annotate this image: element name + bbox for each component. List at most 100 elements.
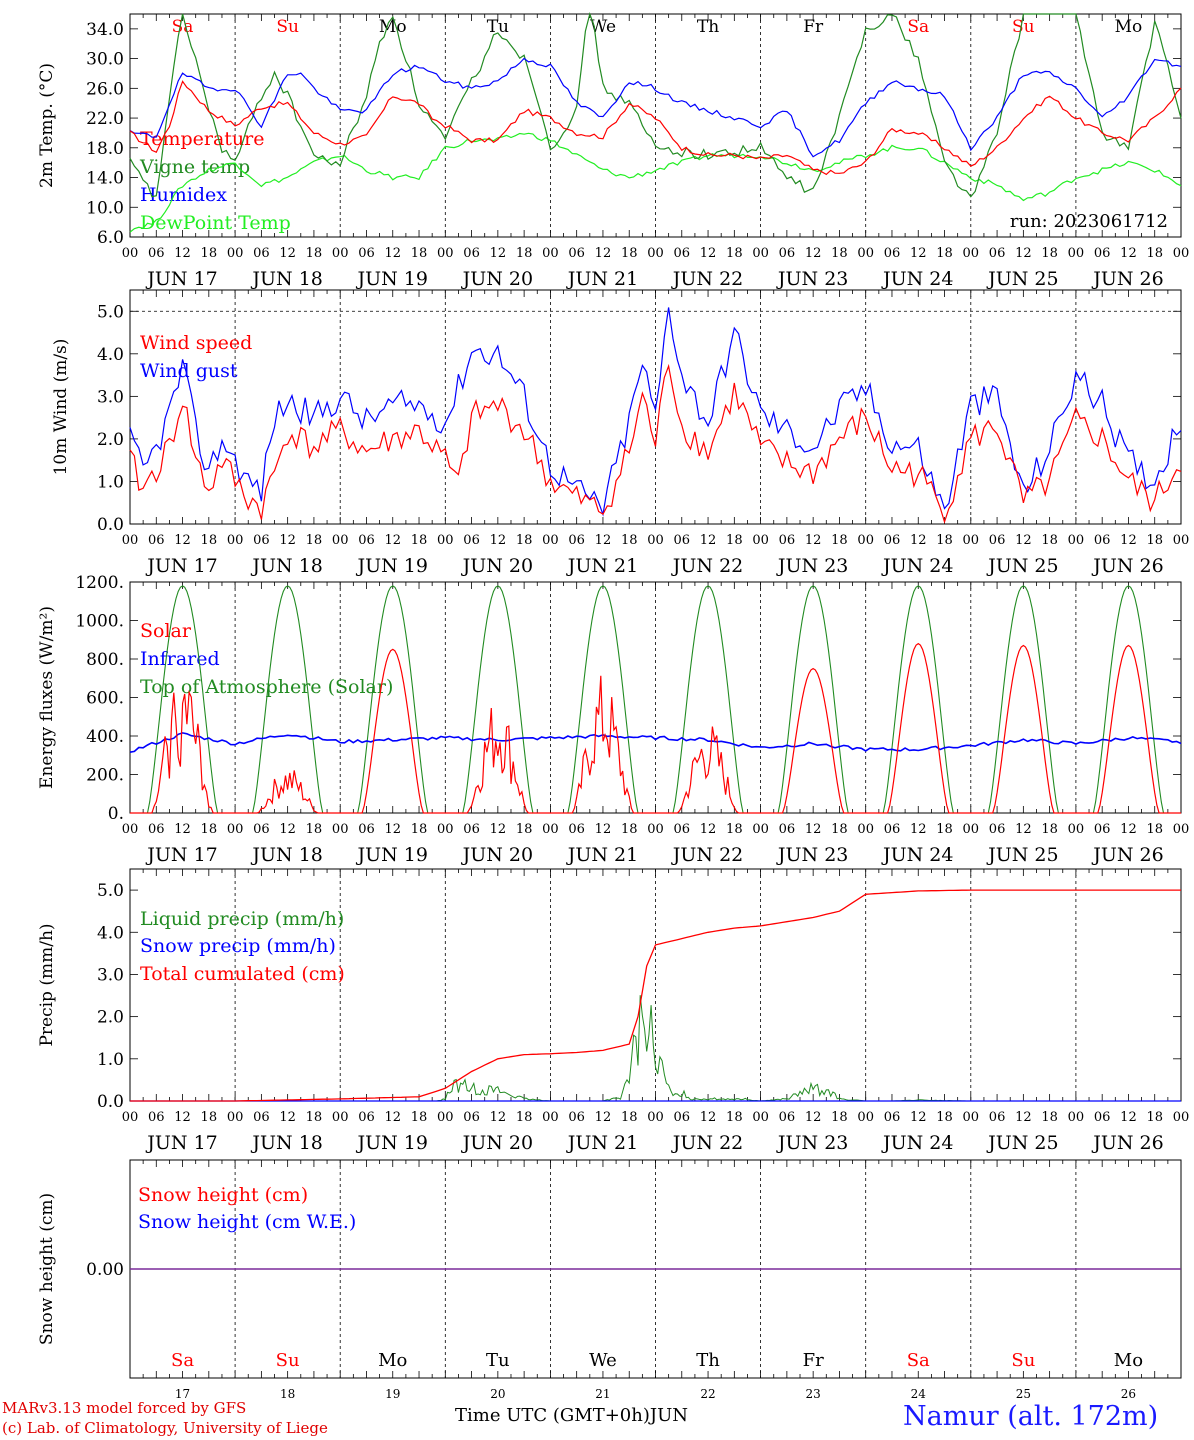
series-temperature [129, 80, 1182, 176]
legend-liquid-precip-mm-h-: Liquid precip (mm/h) [140, 908, 344, 930]
y-tick-label: 400. [86, 727, 124, 747]
y-tick-label: 0.0 [97, 1092, 124, 1112]
hour-label: 06 [148, 1110, 165, 1125]
hour-label: 00 [437, 533, 454, 548]
legend-dewpoint-temp: DewPoint Temp [140, 212, 291, 234]
weekday-label: Su [276, 17, 299, 37]
hour-label: 18 [306, 246, 323, 261]
weekday-label: Su [276, 1350, 300, 1371]
hour-label: 12 [490, 1110, 507, 1125]
hour-label: 00 [227, 1110, 244, 1125]
hour-label: 18 [726, 822, 743, 837]
hour-label: 18 [306, 1110, 323, 1125]
hour-label: 00 [332, 246, 349, 261]
hour-label: 00 [647, 822, 664, 837]
weekday-label: Fr [803, 17, 824, 37]
series-humidex [129, 57, 1182, 158]
y-tick-label: 14.0 [86, 169, 124, 189]
hour-label: 18 [411, 246, 428, 261]
station-name: Namur (alt. 172m) [903, 1401, 1159, 1432]
hour-label: 12 [1120, 1110, 1137, 1125]
legend-total-cumulated-cm-: Total cumulated (cm) [140, 963, 345, 985]
y-tick-label: 3.0 [97, 965, 124, 985]
hour-label: 00 [1173, 1110, 1190, 1125]
hour-label: 12 [910, 246, 927, 261]
day-number-label: 25 [1016, 1387, 1031, 1401]
hour-label: 18 [1146, 1110, 1163, 1125]
hour-label: 00 [647, 1110, 664, 1125]
hour-label: 18 [1146, 246, 1163, 261]
hour-label: 18 [201, 533, 218, 548]
hour-label: 18 [516, 533, 533, 548]
hour-label: 06 [358, 1110, 375, 1125]
day-number-label: 18 [280, 1387, 295, 1401]
hour-label: 18 [831, 822, 848, 837]
weekday-label: Mo [378, 1350, 407, 1371]
y-axis-label: 2m Temp. (°C) [37, 63, 57, 188]
hour-label: 12 [595, 533, 612, 548]
hour-label: 06 [674, 533, 691, 548]
day-number-label: 22 [700, 1387, 715, 1401]
hour-label: 18 [726, 246, 743, 261]
date-label: JUN 17 [145, 555, 217, 577]
hour-label: 18 [831, 1110, 848, 1125]
hour-label: 00 [647, 246, 664, 261]
hour-label: 06 [989, 822, 1006, 837]
hour-label: 06 [884, 1110, 901, 1125]
y-tick-label: 5.0 [97, 302, 124, 322]
hour-label: 12 [174, 246, 191, 261]
date-label: JUN 23 [776, 268, 848, 290]
hour-label: 06 [989, 1110, 1006, 1125]
hour-label: 18 [201, 1110, 218, 1125]
hour-label: 12 [384, 246, 401, 261]
footer-x-axis-label: Time UTC (GMT+0h)JUN [455, 1405, 688, 1426]
hour-label: 00 [122, 246, 139, 261]
hour-label: 00 [752, 533, 769, 548]
date-label: JUN 25 [986, 844, 1058, 866]
day-number-label: 21 [595, 1387, 610, 1401]
date-label: JUN 20 [461, 844, 533, 866]
hour-label: 06 [1094, 1110, 1111, 1125]
weekday-label: Sa [907, 1350, 930, 1371]
date-label: JUN 26 [1091, 844, 1163, 866]
hour-label: 00 [227, 533, 244, 548]
hour-label: 00 [857, 246, 874, 261]
y-tick-label: 10.0 [86, 198, 124, 218]
date-label: JUN 17 [145, 1132, 217, 1154]
date-label: JUN 20 [461, 555, 533, 577]
hour-label: 00 [332, 1110, 349, 1125]
hour-label: 18 [1146, 822, 1163, 837]
hour-label: 18 [306, 533, 323, 548]
hour-label: 00 [963, 533, 980, 548]
date-label: JUN 21 [566, 844, 638, 866]
hour-label: 00 [857, 822, 874, 837]
hour-label: 06 [358, 822, 375, 837]
date-label: JUN 19 [356, 844, 428, 866]
date-label: JUN 24 [881, 555, 953, 577]
hour-label: 12 [595, 246, 612, 261]
y-tick-label: 1200. [75, 573, 124, 593]
day-number-label: 17 [175, 1387, 190, 1401]
hour-label: 06 [568, 1110, 585, 1125]
date-label: JUN 18 [250, 555, 322, 577]
day-number-label: 20 [490, 1387, 505, 1401]
hour-label: 12 [279, 533, 296, 548]
hour-label: 12 [490, 822, 507, 837]
hour-label: 06 [358, 246, 375, 261]
hour-label: 00 [227, 822, 244, 837]
series-wind-speed [129, 363, 1182, 524]
y-tick-label: 0.00 [86, 1260, 124, 1280]
hour-label: 06 [463, 533, 480, 548]
day-number-label: 24 [911, 1387, 927, 1401]
hour-label: 00 [1173, 822, 1190, 837]
date-label: JUN 17 [145, 844, 217, 866]
hour-label: 12 [595, 822, 612, 837]
hour-label: 06 [148, 246, 165, 261]
y-tick-label: 22.0 [86, 109, 124, 129]
hour-label: 00 [752, 1110, 769, 1125]
legend-temperature: Temperature [140, 128, 264, 150]
weekday-label: Mo [1115, 17, 1143, 37]
hour-label: 06 [884, 246, 901, 261]
series-total-cumulated [130, 889, 1181, 1102]
